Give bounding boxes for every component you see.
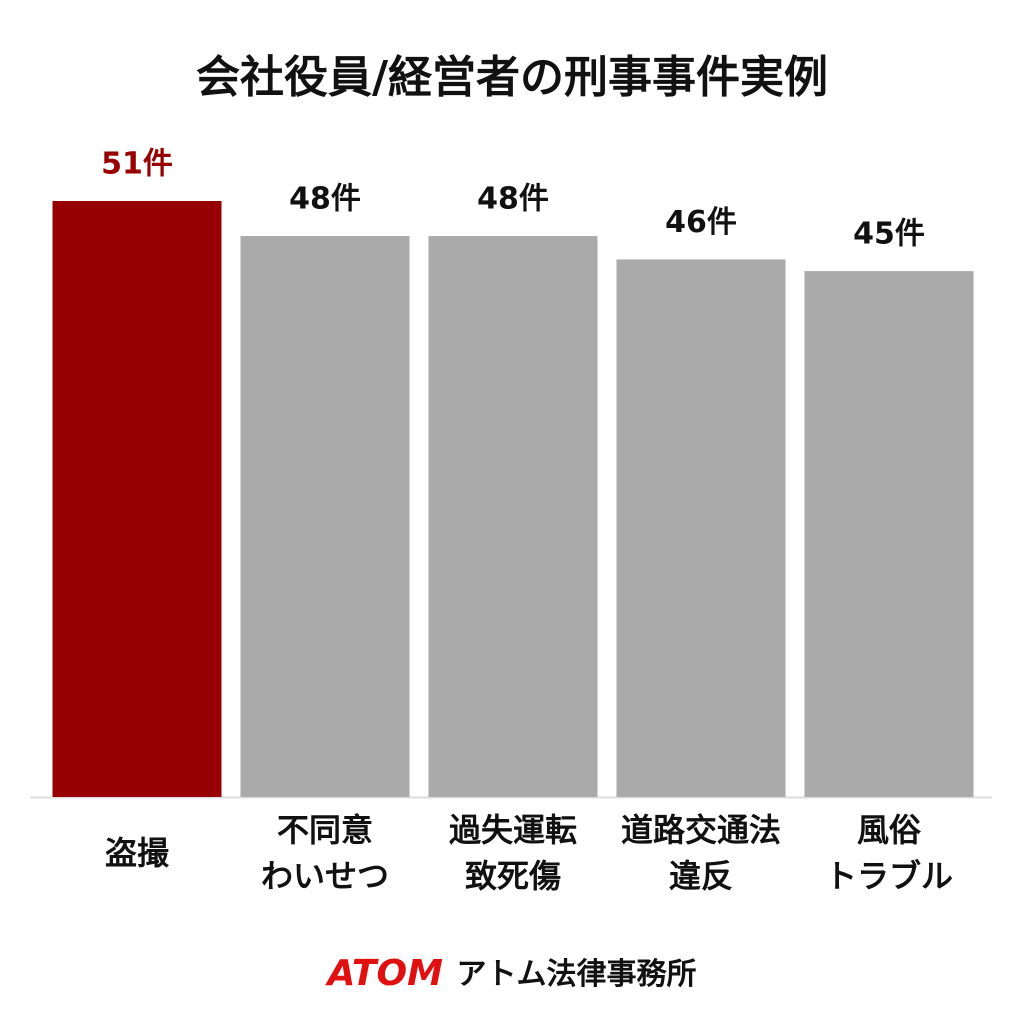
bar xyxy=(240,236,410,797)
bar xyxy=(616,259,786,797)
x-tick-label: 過失運転 xyxy=(449,811,577,849)
footer-name: アトム法律事務所 xyxy=(456,957,696,992)
x-tick-label: わいせつ xyxy=(261,857,389,895)
x-tick-label: 風俗 xyxy=(857,811,922,849)
value-label: 46件 xyxy=(665,205,737,240)
x-tick-label: 盗撮 xyxy=(105,834,170,872)
bar xyxy=(52,201,222,797)
bar xyxy=(428,236,598,797)
value-label: 48件 xyxy=(477,182,549,217)
x-tick-label: 違反 xyxy=(669,857,733,895)
x-tick-label: 道路交通法 xyxy=(621,811,781,849)
x-tick-label: 致死傷 xyxy=(465,857,561,895)
bar xyxy=(804,271,974,797)
value-label: 51件 xyxy=(101,147,173,182)
footer: ATOM アトム法律事務所 xyxy=(325,953,697,994)
x-tick-label: トラブル xyxy=(825,857,953,895)
chart-title: 会社役員/経営者の刑事事件実例 xyxy=(196,52,828,103)
x-tick-label: 不同意 xyxy=(277,811,373,849)
footer-brand: ATOM xyxy=(325,953,444,994)
value-label: 45件 xyxy=(853,217,925,252)
value-label: 48件 xyxy=(289,182,361,217)
